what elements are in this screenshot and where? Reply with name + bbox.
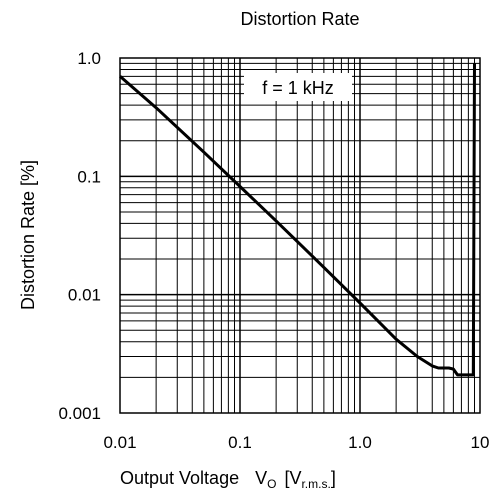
plot-frame [119, 57, 481, 414]
y-tick-label: 0.01 [68, 286, 101, 305]
y-tick-label: 1.0 [77, 49, 101, 68]
x-tick-labels: 0.01 0.1 1.0 10 [103, 433, 489, 452]
x-axis-symbol: V [255, 468, 267, 488]
x-axis-symbol-sub: O [267, 477, 276, 491]
x-axis-label: Output Voltage VO [Vr.m.s.] [120, 468, 336, 491]
y-tick-label: 0.1 [77, 167, 101, 186]
y-axis-label: Distortion Rate [%] [18, 160, 38, 310]
x-tick-label: 0.1 [228, 433, 252, 452]
x-axis-unit-close: ] [331, 468, 336, 488]
x-axis-unit-sub: r.m.s. [301, 477, 330, 491]
annotation-frequency: f = 1 kHz [262, 78, 334, 98]
x-tick-label: 10 [471, 433, 490, 452]
x-tick-label: 0.01 [103, 433, 136, 452]
series-line-distortion [119, 63, 476, 377]
annotation-background [244, 73, 352, 101]
chart-title: Distortion Rate [240, 9, 359, 29]
x-axis-unit-open: [V [284, 468, 301, 488]
x-axis-label-main: Output Voltage [120, 468, 239, 488]
y-tick-label: 0.001 [58, 404, 101, 423]
grid [120, 58, 480, 413]
y-tick-labels: 1.0 0.1 0.01 0.001 [58, 49, 101, 423]
x-tick-label: 1.0 [348, 433, 372, 452]
